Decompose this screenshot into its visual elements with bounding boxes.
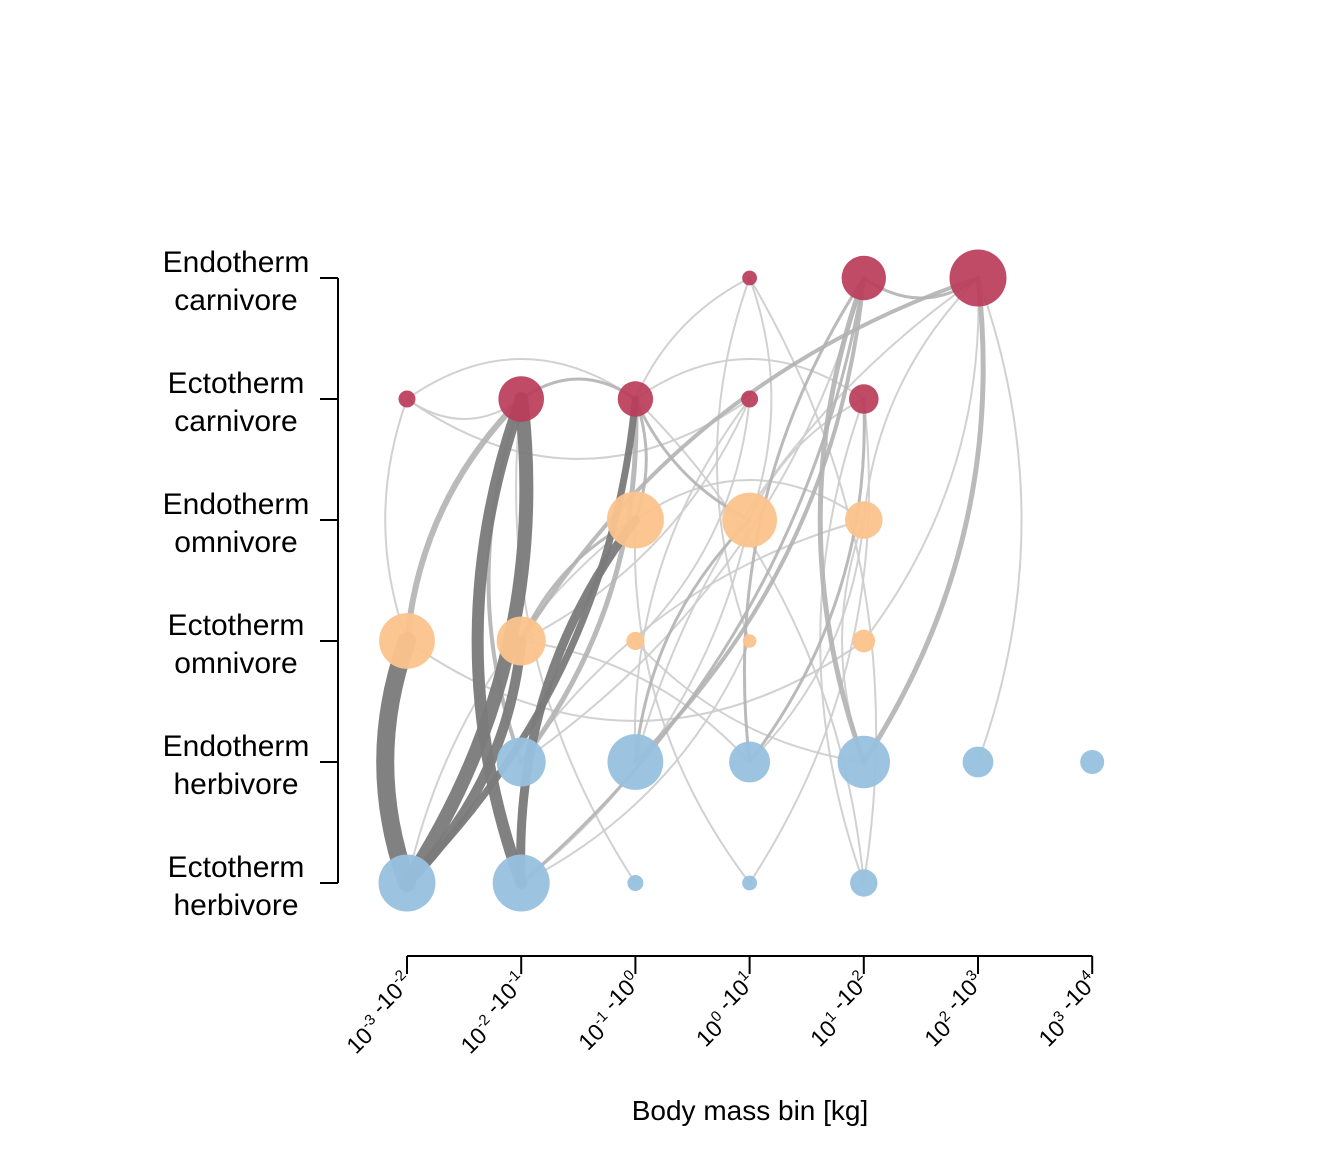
link — [406, 519, 637, 884]
link — [817, 275, 867, 765]
y-tick-label: Endotherm herbivore — [163, 730, 310, 801]
link — [633, 518, 752, 764]
node-herbivore — [837, 735, 890, 789]
link — [376, 632, 416, 892]
link — [471, 393, 528, 889]
link — [520, 519, 751, 884]
y-tick-label: Ectotherm omnivore — [168, 609, 305, 680]
link — [516, 515, 640, 888]
link — [748, 277, 773, 521]
link — [748, 398, 870, 884]
node-omnivore — [379, 613, 435, 669]
node-carnivore — [841, 255, 886, 301]
link — [977, 277, 1023, 763]
link — [634, 277, 751, 400]
link — [862, 277, 979, 521]
node-carnivore — [398, 390, 416, 408]
x-tick-label: 103 -104 — [1025, 967, 1110, 1052]
y-tick-label: Ectotherm herbivore — [168, 851, 305, 922]
link — [520, 277, 865, 763]
y-tick-label: Ectotherm carnivore — [168, 367, 305, 438]
link — [634, 398, 865, 884]
y-tick-label: Endotherm omnivore — [163, 488, 310, 559]
x-axis-title: Body mass bin [kg] — [632, 1095, 869, 1126]
link — [520, 640, 751, 763]
link — [384, 398, 408, 642]
link — [748, 519, 865, 763]
node-herbivore — [627, 875, 644, 891]
node-herbivore — [607, 734, 664, 790]
link — [748, 397, 866, 764]
link — [634, 398, 751, 642]
link — [518, 396, 639, 765]
node-omnivore — [852, 629, 876, 653]
node-carnivore — [498, 376, 544, 422]
link — [520, 519, 865, 763]
node-omnivore — [626, 631, 645, 651]
link — [520, 398, 751, 642]
link — [634, 640, 865, 763]
link — [406, 398, 751, 460]
node-herbivore — [496, 737, 546, 787]
node-herbivore — [742, 875, 757, 891]
node-herbivore — [378, 854, 436, 912]
y-axis: Endotherm carnivore Ectotherm carnivore Endo… — [163, 246, 339, 922]
node-carnivore — [741, 390, 759, 408]
node-omnivore — [606, 491, 664, 549]
x-tick-label: 10-3 -10-2 — [333, 967, 425, 1059]
x-tick-label: 102 -103 — [911, 967, 996, 1052]
link — [634, 277, 979, 763]
node-carnivore — [617, 381, 654, 417]
link — [748, 277, 878, 884]
node-carnivore — [949, 249, 1007, 307]
link — [406, 640, 865, 722]
x-tick-label: 10-1 -100 — [565, 967, 653, 1055]
node-omnivore — [496, 616, 546, 666]
x-tick-label: 100 -101 — [682, 967, 767, 1052]
node-herbivore — [850, 869, 878, 897]
y-tick-label: Endotherm carnivore — [163, 246, 310, 317]
node-omnivore — [722, 492, 777, 548]
node-herbivore — [1080, 750, 1105, 774]
node-carnivore — [742, 270, 757, 286]
node-herbivore — [962, 746, 994, 778]
link — [633, 276, 866, 764]
node-herbivore — [492, 854, 550, 912]
node-herbivore — [729, 741, 771, 783]
link — [861, 275, 986, 765]
links-layer — [376, 275, 1023, 892]
link — [406, 358, 637, 400]
node-omnivore — [742, 634, 757, 648]
link — [633, 398, 751, 763]
x-tick-label: 101 -102 — [797, 967, 882, 1052]
link — [715, 277, 751, 642]
link — [404, 396, 525, 644]
link — [634, 479, 865, 521]
link — [519, 276, 866, 885]
link — [520, 640, 751, 884]
node-omnivore — [845, 501, 883, 539]
x-axis: 10-3 -10-210-2 -10-1 10-1 -100 100 -101 101… — [333, 955, 1110, 1059]
x-tick-label: 10-2 -10-1 — [447, 967, 539, 1059]
node-carnivore — [849, 384, 879, 414]
link — [519, 276, 980, 643]
link — [633, 519, 751, 884]
link — [862, 277, 980, 642]
nodes-layer — [378, 249, 1105, 912]
